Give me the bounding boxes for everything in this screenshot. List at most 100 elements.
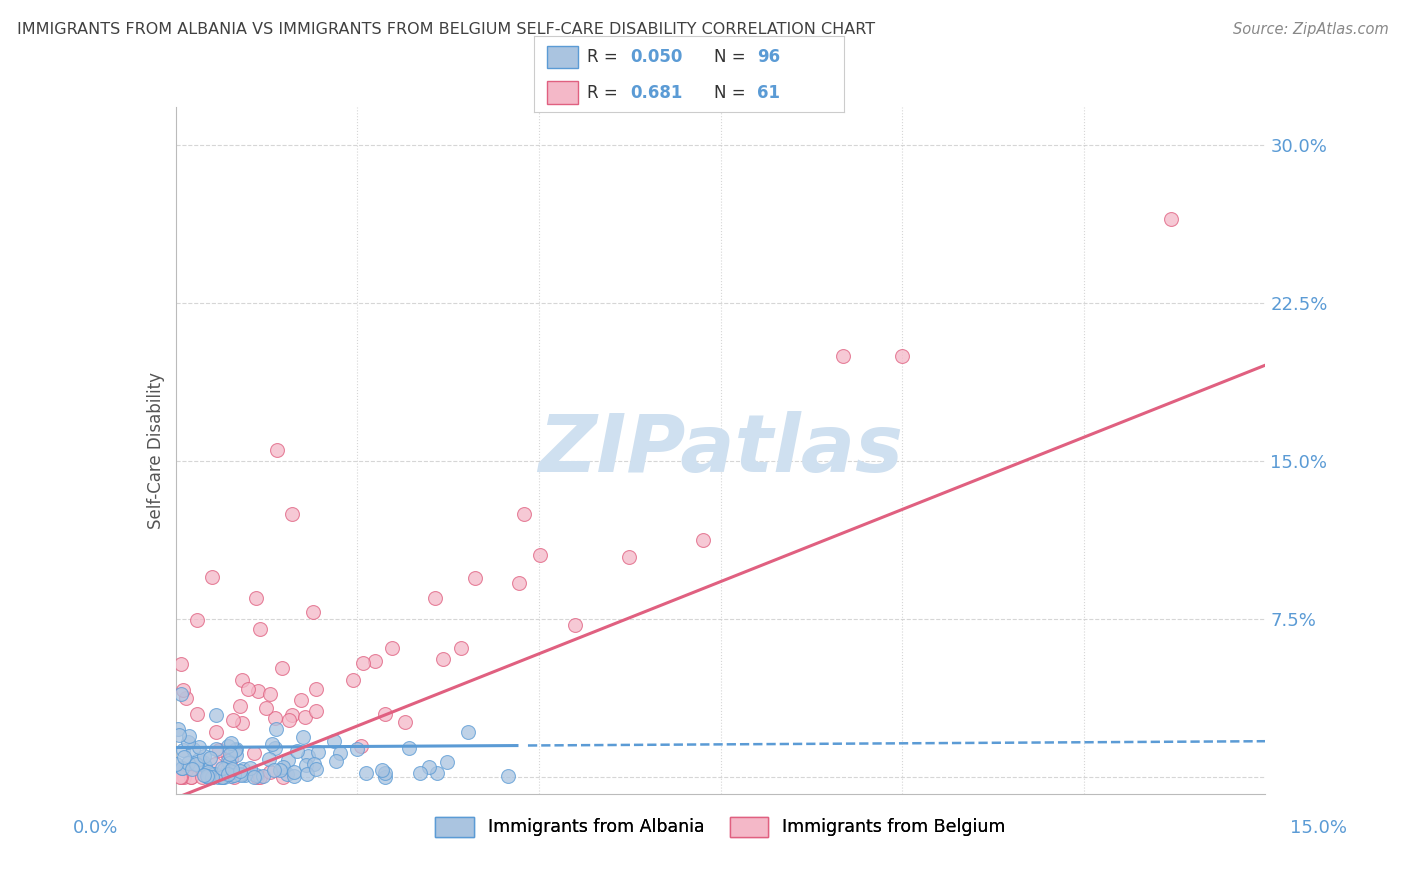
Point [219, 764, 242, 779]
Point [215, 767, 238, 781]
Point [211, 761, 233, 775]
Point [198, 770, 221, 784]
Point [329, 746, 352, 760]
Point [186, 706, 208, 721]
Point [425, 591, 447, 605]
Point [245, 768, 267, 782]
Text: R =: R = [586, 84, 617, 102]
FancyBboxPatch shape [547, 45, 578, 69]
Point [263, 710, 285, 724]
Point [181, 742, 204, 756]
Point [197, 766, 219, 780]
Point [295, 766, 318, 780]
Text: R =: R = [586, 48, 617, 66]
Point [831, 349, 853, 363]
Point [302, 605, 325, 619]
Point [692, 533, 714, 548]
Point [269, 763, 291, 777]
Point [1160, 211, 1182, 226]
Point [229, 767, 252, 781]
Point [307, 746, 329, 760]
Point [243, 746, 266, 760]
Point [498, 769, 520, 783]
Point [229, 764, 252, 778]
Point [169, 688, 191, 702]
Point [202, 766, 225, 780]
Point [325, 754, 347, 768]
Point [173, 750, 195, 764]
Point [436, 756, 458, 770]
Point [229, 767, 252, 781]
Point [617, 549, 640, 564]
Point [245, 591, 267, 605]
Point [271, 770, 294, 784]
Point [278, 713, 301, 727]
Point [204, 767, 226, 781]
Point [211, 770, 233, 784]
Point [271, 661, 294, 675]
Y-axis label: Self-Care Disability: Self-Care Disability [146, 372, 165, 529]
Point [221, 764, 243, 779]
Point [170, 657, 193, 672]
Point [224, 743, 246, 757]
Point [195, 769, 218, 783]
Point [211, 770, 233, 784]
Point [229, 767, 252, 781]
Point [238, 681, 260, 696]
Point [257, 751, 280, 765]
Point [177, 735, 200, 749]
Point [243, 770, 266, 784]
Point [277, 753, 299, 767]
Point [217, 754, 239, 768]
Point [276, 767, 298, 781]
Point [212, 770, 235, 784]
Point [233, 767, 256, 781]
Point [273, 760, 295, 774]
Point [374, 707, 396, 722]
Point [197, 770, 219, 784]
Point [190, 770, 212, 784]
Text: 61: 61 [756, 84, 780, 102]
Text: 0.681: 0.681 [630, 84, 682, 102]
Point [304, 756, 326, 771]
Point [352, 656, 374, 670]
Point [180, 763, 202, 777]
Point [224, 770, 246, 784]
Point [346, 741, 368, 756]
Point [207, 770, 229, 784]
Point [172, 743, 194, 757]
Point [239, 761, 262, 775]
Point [169, 728, 191, 742]
Point [193, 768, 215, 782]
Point [450, 641, 472, 656]
Point [201, 770, 224, 784]
Point [229, 699, 252, 714]
Point [374, 770, 396, 784]
Point [194, 759, 217, 773]
Point [198, 751, 221, 765]
Point [186, 613, 208, 627]
Point [169, 770, 191, 784]
Point [225, 747, 247, 762]
Point [464, 571, 486, 585]
Point [193, 748, 215, 763]
Point [204, 757, 226, 772]
Point [342, 673, 364, 688]
Text: 96: 96 [756, 48, 780, 66]
Point [221, 736, 243, 750]
Point [266, 443, 288, 458]
Point [188, 740, 211, 755]
Point [252, 769, 274, 783]
FancyBboxPatch shape [547, 81, 578, 104]
Point [218, 747, 240, 762]
Point [191, 755, 214, 769]
Point [217, 766, 239, 780]
Point [305, 681, 328, 696]
Point [221, 714, 243, 728]
Point [231, 673, 253, 687]
Point [232, 763, 254, 777]
Point [218, 756, 240, 771]
Point [172, 682, 194, 697]
Point [217, 749, 239, 764]
Point [457, 725, 479, 739]
